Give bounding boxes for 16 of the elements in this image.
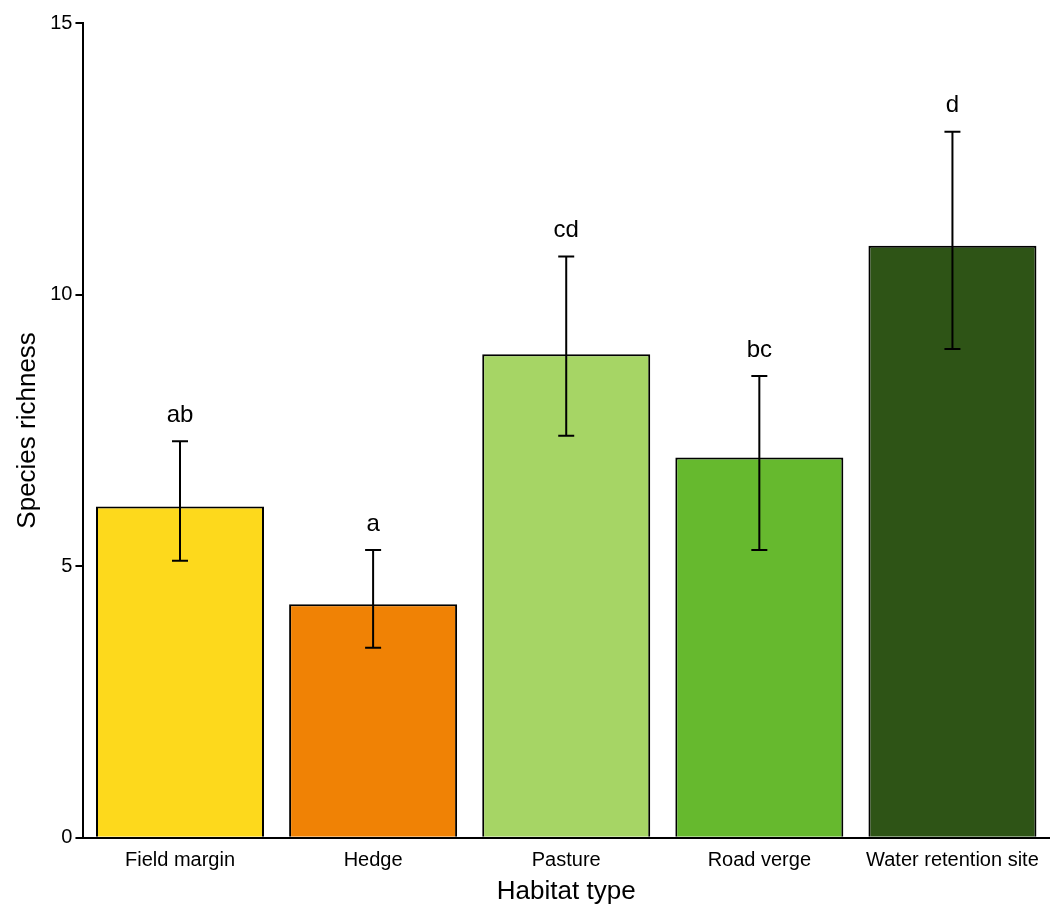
y-axis-title: Species richness [10, 332, 41, 529]
y-tick-label: 15 [50, 10, 73, 33]
annotation: cd [553, 215, 579, 243]
x-tick-label: Field margin [124, 848, 236, 871]
x-tick-label: Pasture [531, 848, 601, 871]
y-tick-label: 0 [61, 825, 73, 848]
x-tick-label: Water retention site [866, 848, 1039, 871]
y-tick-label: 5 [61, 553, 73, 576]
x-tick-label: Hedge [343, 848, 403, 871]
y-tick-label: 10 [50, 282, 73, 305]
annotation: d [945, 90, 960, 118]
annotation: a [366, 508, 381, 536]
x-tick-label: Road verge [707, 848, 812, 871]
x-axis-title: Habitat type [496, 874, 636, 905]
annotation: ab [166, 399, 194, 427]
annotation: bc [746, 334, 773, 362]
